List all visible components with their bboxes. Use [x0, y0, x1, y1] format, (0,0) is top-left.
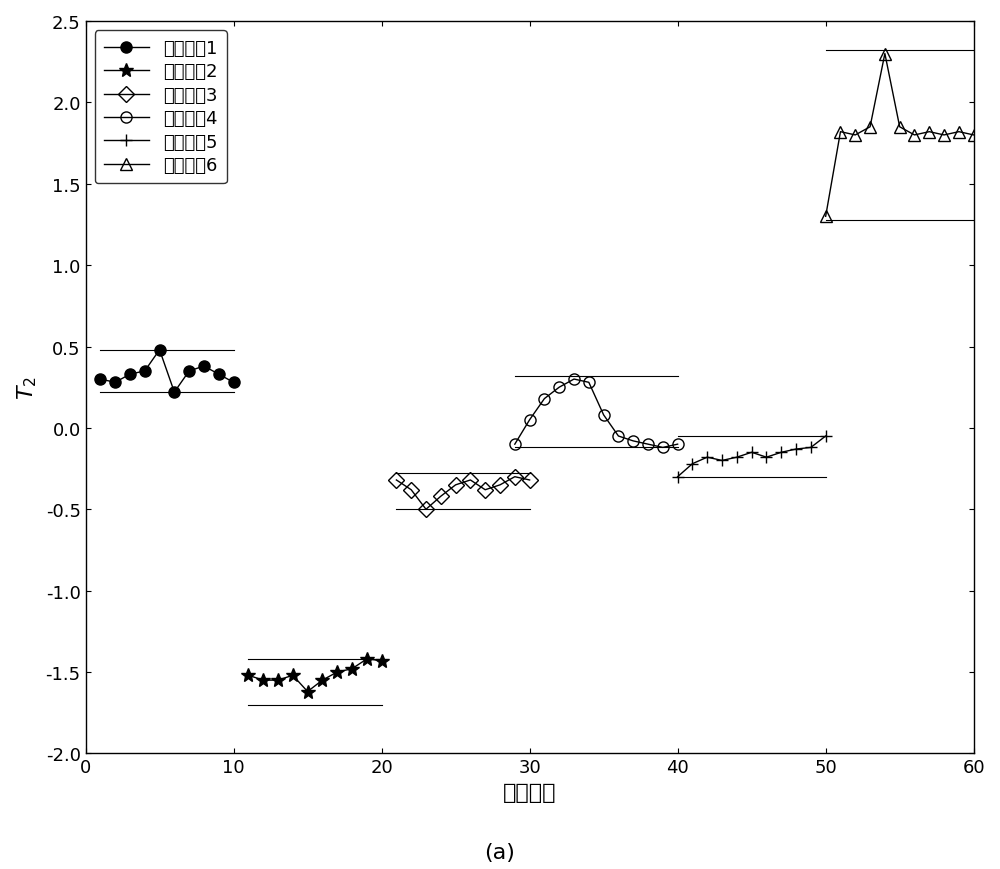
Legend: 装配状态1, 装配状态2, 装配状态3, 装配状态4, 装配状态5, 装配状态6: 装配状态1, 装配状态2, 装配状态3, 装配状态4, 装配状态5, 装配状态6: [95, 31, 227, 184]
Y-axis label: $T_2$: $T_2$: [15, 375, 39, 400]
X-axis label: 样本序号: 样本序号: [503, 782, 556, 802]
Text: (a): (a): [485, 842, 515, 861]
